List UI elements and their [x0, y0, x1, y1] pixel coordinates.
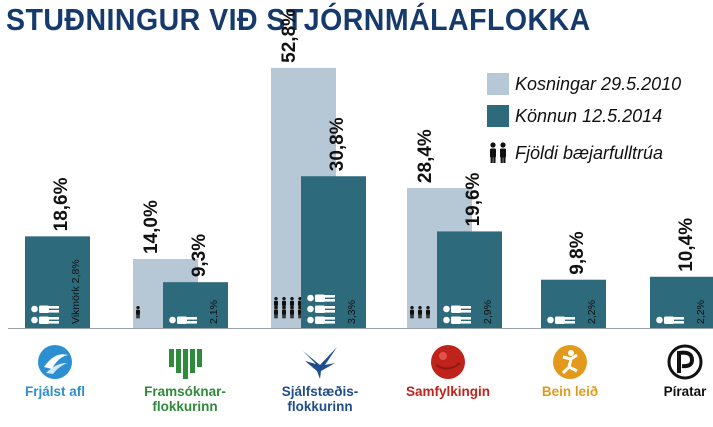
bar-2014 — [25, 236, 90, 328]
councillor-2014-icon — [169, 316, 197, 324]
councillor-2014-icon — [443, 316, 471, 324]
councillor-2010-icon — [281, 297, 287, 310]
councillor-2014-icon — [656, 316, 684, 324]
samfylkingin-logo-icon — [429, 343, 467, 381]
party-piratar: Píratar — [620, 343, 713, 399]
party-framsoknarflokkurinn: Framsóknar-flokkurinn — [120, 343, 250, 414]
legend-item-councillors: Fjöldi bæjarfulltrúa — [487, 142, 663, 164]
party-bein-leid: Bein leið — [505, 343, 635, 399]
councillor-2010-icon — [417, 306, 423, 319]
legend-label-councillors: Fjöldi bæjarfulltrúa — [515, 142, 664, 163]
legend-swatch-2014 — [487, 105, 509, 127]
councillor-2014-icon — [307, 316, 335, 324]
value-label-2014: 30,8% — [327, 117, 348, 171]
councillor-2014-icon — [31, 305, 59, 313]
legend-swatch-2010 — [487, 73, 509, 95]
value-label-2014: 19,6% — [463, 172, 484, 226]
councillor-2014-icon — [443, 305, 471, 313]
bar-2014 — [301, 176, 366, 328]
party-samfylkingin: Samfylkingin — [383, 343, 513, 399]
inner-percent-label: Vikmörk 2,8% — [70, 259, 82, 324]
legend-item-2014: Könnun 12.5.2014 — [487, 105, 662, 127]
value-label-2010: 14,0% — [141, 200, 162, 254]
legend-label-2014: Könnun 12.5.2014 — [515, 105, 663, 126]
party-sjalfstaedisflokkurinn: Sjálfstæðis-flokkurinn — [255, 343, 385, 414]
party-name: Samfylkingin — [405, 384, 491, 399]
value-label-2010: 28,4% — [415, 129, 436, 183]
bein-leid-logo-icon — [551, 343, 589, 381]
inner-percent-label: 2,1% — [208, 300, 220, 324]
party-name: Sjálfstæðis-flokkurinn — [281, 384, 359, 414]
party-name: Píratar — [663, 384, 707, 399]
inner-percent-label: 3,3% — [346, 300, 358, 324]
councillor-2010-icon — [289, 297, 295, 310]
party-name: Bein leið — [541, 384, 599, 399]
value-label-2014: 10,4% — [676, 218, 697, 272]
person-pair-icon — [490, 142, 506, 163]
inner-percent-label: 2,9% — [482, 300, 494, 324]
inner-percent-label: 2,2% — [586, 300, 598, 324]
inner-percent-label: 2,2% — [695, 300, 707, 324]
piratar-logo-icon — [666, 343, 704, 381]
legend-item-2010: Kosningar 29.5.2010 — [487, 73, 681, 95]
frjalst-afl-logo-icon — [36, 343, 74, 381]
councillor-2014-icon — [307, 294, 335, 302]
party-name: Framsóknar-flokkurinn — [144, 384, 226, 414]
value-label-2014: 9,3% — [189, 234, 210, 277]
councillor-2010-icon — [135, 306, 141, 319]
value-label-2010: 52,8% — [279, 9, 300, 63]
councillor-2010-icon — [425, 306, 431, 319]
councillor-2014-icon — [547, 316, 575, 324]
value-label-2014: 9,8% — [567, 231, 588, 274]
sjalfstaedisflokkurinn-logo-icon — [301, 343, 339, 381]
party-name: Frjálst afl — [24, 384, 86, 399]
legend-label-2010: Kosningar 29.5.2010 — [515, 73, 682, 94]
framsoknarflokkurinn-logo-icon — [166, 343, 204, 381]
councillor-2010-icon — [409, 306, 415, 319]
councillor-2014-icon — [307, 305, 335, 313]
councillor-2010-icon — [273, 297, 279, 310]
chart-title: STUÐNINGUR VIÐ STJÓRNMÁLAFLOKKA — [6, 2, 591, 37]
party-frjalst-afl: Frjálst afl — [0, 343, 120, 399]
value-label-2014: 18,6% — [51, 177, 72, 231]
councillor-2014-icon — [31, 316, 59, 324]
